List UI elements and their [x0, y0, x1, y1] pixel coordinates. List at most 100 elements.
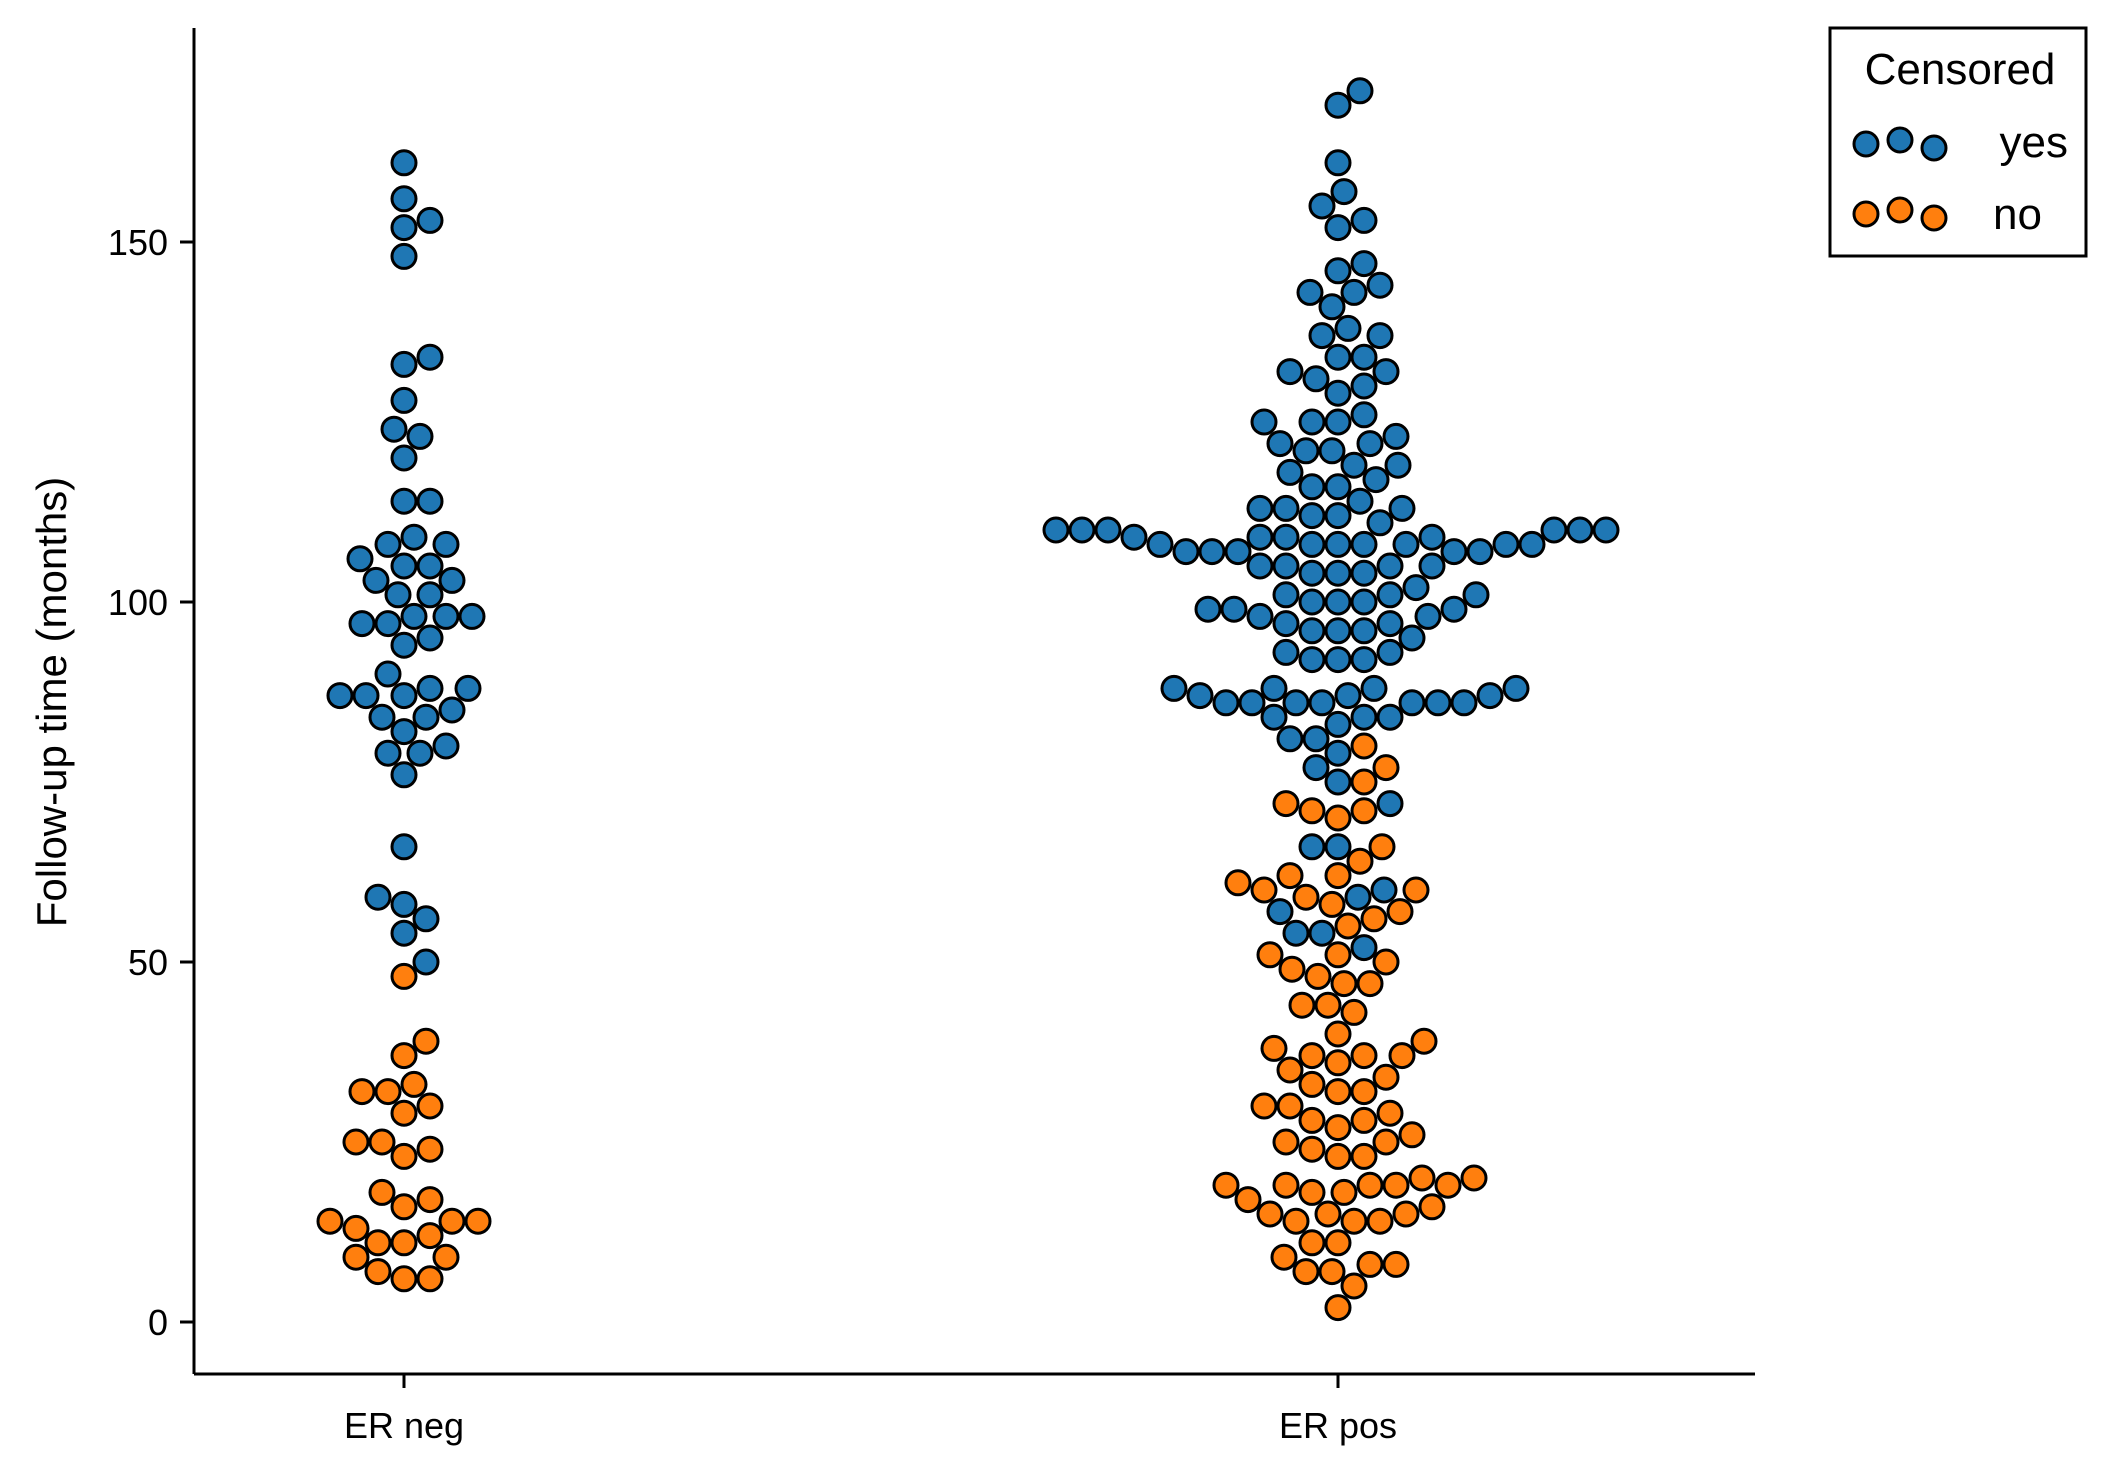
point-yes — [1466, 538, 1494, 566]
point-yes — [1298, 588, 1326, 616]
point-yes — [1220, 595, 1248, 623]
point-yes — [1324, 379, 1352, 407]
point-no — [1392, 1200, 1420, 1228]
point-no — [1350, 1142, 1378, 1170]
point-yes — [1250, 408, 1278, 436]
point-no — [1298, 797, 1326, 825]
point-no — [1388, 1042, 1416, 1070]
point-no — [1298, 1178, 1326, 1206]
point-yes — [1318, 437, 1346, 465]
point-yes — [416, 343, 444, 371]
point-no — [1350, 1042, 1378, 1070]
point-yes — [1376, 610, 1404, 638]
y-tick-label: 50 — [128, 942, 168, 983]
point-yes — [1298, 617, 1326, 645]
point-no — [416, 1222, 444, 1250]
point-yes — [432, 732, 460, 760]
point-yes — [400, 523, 428, 551]
point-no — [342, 1214, 370, 1242]
point-no — [1314, 991, 1342, 1019]
point-no — [1324, 1049, 1352, 1077]
legend-label-yes: yes — [2000, 118, 2068, 167]
point-yes — [1308, 919, 1336, 947]
point-no — [1272, 1128, 1300, 1156]
point-yes — [416, 552, 444, 580]
point-yes — [390, 242, 418, 270]
point-yes — [1492, 530, 1520, 558]
point-no — [1298, 1229, 1326, 1257]
point-no — [464, 1207, 492, 1235]
point-yes — [1298, 530, 1326, 558]
point-yes — [1296, 278, 1324, 306]
point-no — [390, 1099, 418, 1127]
point-yes — [1324, 91, 1352, 119]
point-no — [1276, 1056, 1304, 1084]
point-no — [438, 1207, 466, 1235]
point-yes — [1298, 646, 1326, 674]
point-no — [1398, 1121, 1426, 1149]
point-no — [1298, 1070, 1326, 1098]
point-yes — [416, 581, 444, 609]
point-yes — [1360, 674, 1388, 702]
point-yes — [374, 610, 402, 638]
legend-marker-yes — [1852, 126, 1948, 162]
point-yes — [1298, 833, 1326, 861]
point-yes — [1350, 343, 1378, 371]
point-no — [1278, 955, 1306, 983]
point-yes — [1518, 530, 1546, 558]
point-yes — [1298, 559, 1326, 587]
point-yes — [454, 674, 482, 702]
point-yes — [1376, 581, 1404, 609]
legend-dot — [1920, 134, 1948, 162]
point-yes — [1424, 689, 1452, 717]
point-yes — [1372, 358, 1400, 386]
point-yes — [416, 487, 444, 515]
point-yes — [1302, 365, 1330, 393]
point-yes — [1302, 725, 1330, 753]
legend-title: Censored — [1865, 45, 2056, 94]
point-yes — [1340, 278, 1368, 306]
y-tick-label: 100 — [108, 582, 168, 623]
point-yes — [1344, 883, 1372, 911]
point-yes — [1272, 638, 1300, 666]
point-yes — [1308, 192, 1336, 220]
legend-dot — [1920, 204, 1948, 232]
point-yes — [432, 530, 460, 558]
point-yes — [390, 149, 418, 177]
point-no — [1272, 790, 1300, 818]
point-no — [1356, 1250, 1384, 1278]
point-yes — [390, 552, 418, 580]
point-yes — [1324, 257, 1352, 285]
point-no — [1360, 905, 1388, 933]
point-yes — [1324, 710, 1352, 738]
point-no — [1256, 941, 1284, 969]
point-yes — [1324, 214, 1352, 242]
point-yes — [1376, 552, 1404, 580]
point-yes — [1376, 703, 1404, 731]
point-yes — [348, 610, 376, 638]
point-no — [1270, 1243, 1298, 1271]
point-yes — [1330, 178, 1358, 206]
point-yes — [1382, 422, 1410, 450]
point-no — [1318, 1258, 1346, 1286]
point-yes — [1272, 610, 1300, 638]
point-no — [1298, 1106, 1326, 1134]
point-yes — [380, 415, 408, 443]
point-yes — [362, 566, 390, 594]
point-yes — [1186, 682, 1214, 710]
point-no — [1212, 1171, 1240, 1199]
point-yes — [1462, 581, 1490, 609]
point-yes — [1414, 602, 1442, 630]
legend-dot — [1852, 200, 1880, 228]
point-no — [1460, 1164, 1488, 1192]
point-yes — [1272, 552, 1300, 580]
point-no — [1356, 970, 1384, 998]
point-no — [1350, 768, 1378, 796]
point-no — [1318, 890, 1346, 918]
point-yes — [390, 444, 418, 472]
point-yes — [1276, 725, 1304, 753]
legend: Censored yes no — [1828, 26, 2088, 258]
point-yes — [1350, 934, 1378, 962]
point-yes — [412, 948, 440, 976]
point-no — [1350, 797, 1378, 825]
